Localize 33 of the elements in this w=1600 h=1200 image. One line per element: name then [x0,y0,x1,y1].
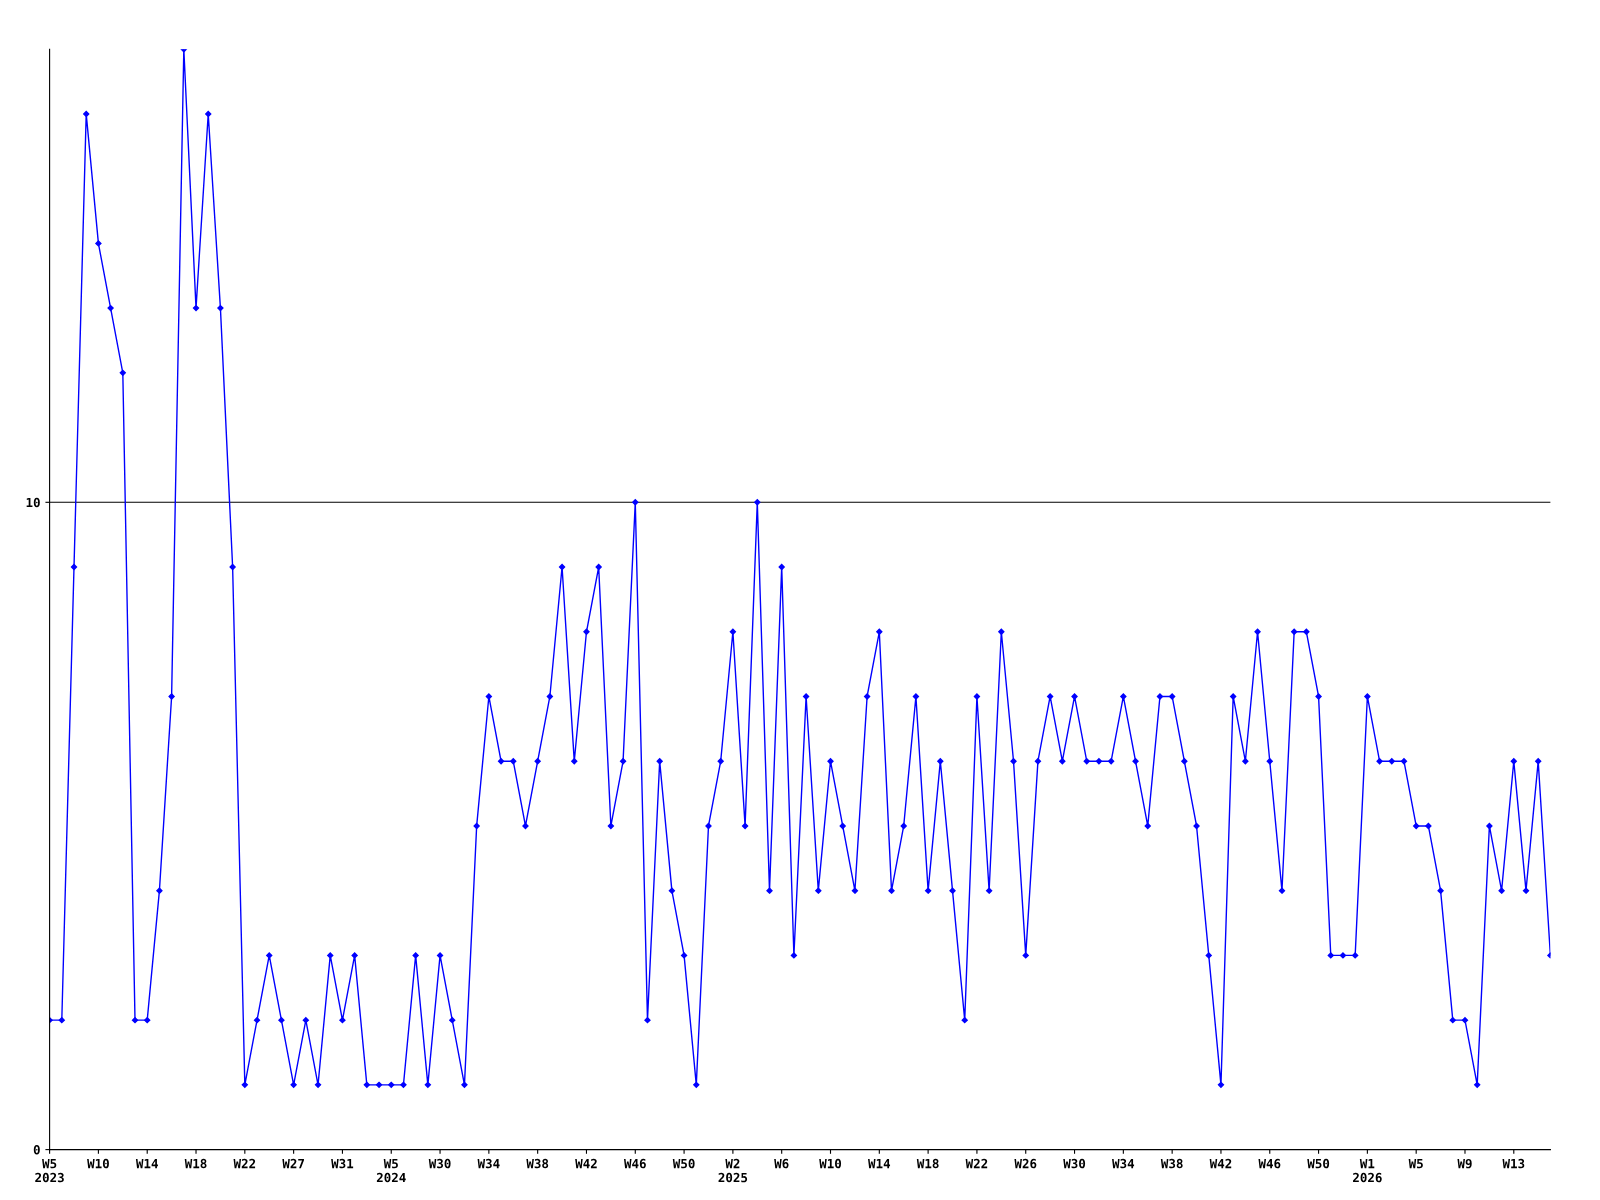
x-tick-label: W5 [1408,1159,1423,1169]
y-tick-label: 10 [26,497,40,508]
x-tick-label: W34 [1112,1158,1135,1169]
x-tick-label: W10 [819,1158,842,1169]
x-tick-label: W50 [672,1158,695,1169]
x-tick-label: W1 2026 [1353,1159,1382,1183]
x-tick-label: W30 [1063,1158,1086,1169]
x-tick-label: W22 [233,1158,256,1169]
x-tick-label: W27 [282,1158,304,1169]
x-tick-label: W18 [184,1158,207,1169]
x-tick-label: W42 [575,1158,597,1169]
x-tick-label: W18 [916,1158,939,1169]
x-tick-label: W2 2025 [718,1158,748,1183]
x-tick-label: W22 [965,1158,988,1169]
x-tick-label: W10 [87,1158,109,1169]
x-tick-label: W30 [428,1158,451,1169]
x-tick-label: W46 [623,1158,646,1169]
y-tick-label: 0 [33,1145,40,1155]
x-tick-label: W46 [1258,1158,1281,1169]
x-tick-label: W50 [1307,1158,1330,1169]
x-tick-label: W38 [526,1158,549,1169]
x-tick-label: W5 2023 [35,1159,64,1183]
x-tick-label: W6 [774,1158,789,1169]
x-tick-label: W38 [1160,1158,1183,1169]
x-tick-label: W9 [1457,1158,1472,1169]
x-tick-label: W34 [477,1158,500,1169]
x-tick-label: W42 [1209,1158,1232,1169]
x-tick-label: W13 [1502,1158,1525,1169]
x-tick-label: W14 [868,1159,891,1169]
x-tick-label: W14 [135,1159,158,1169]
x-tick-label: W26 [1014,1158,1037,1169]
x-tick-label: W5 2024 [376,1159,406,1183]
x-tick-label: W31 [331,1158,354,1169]
